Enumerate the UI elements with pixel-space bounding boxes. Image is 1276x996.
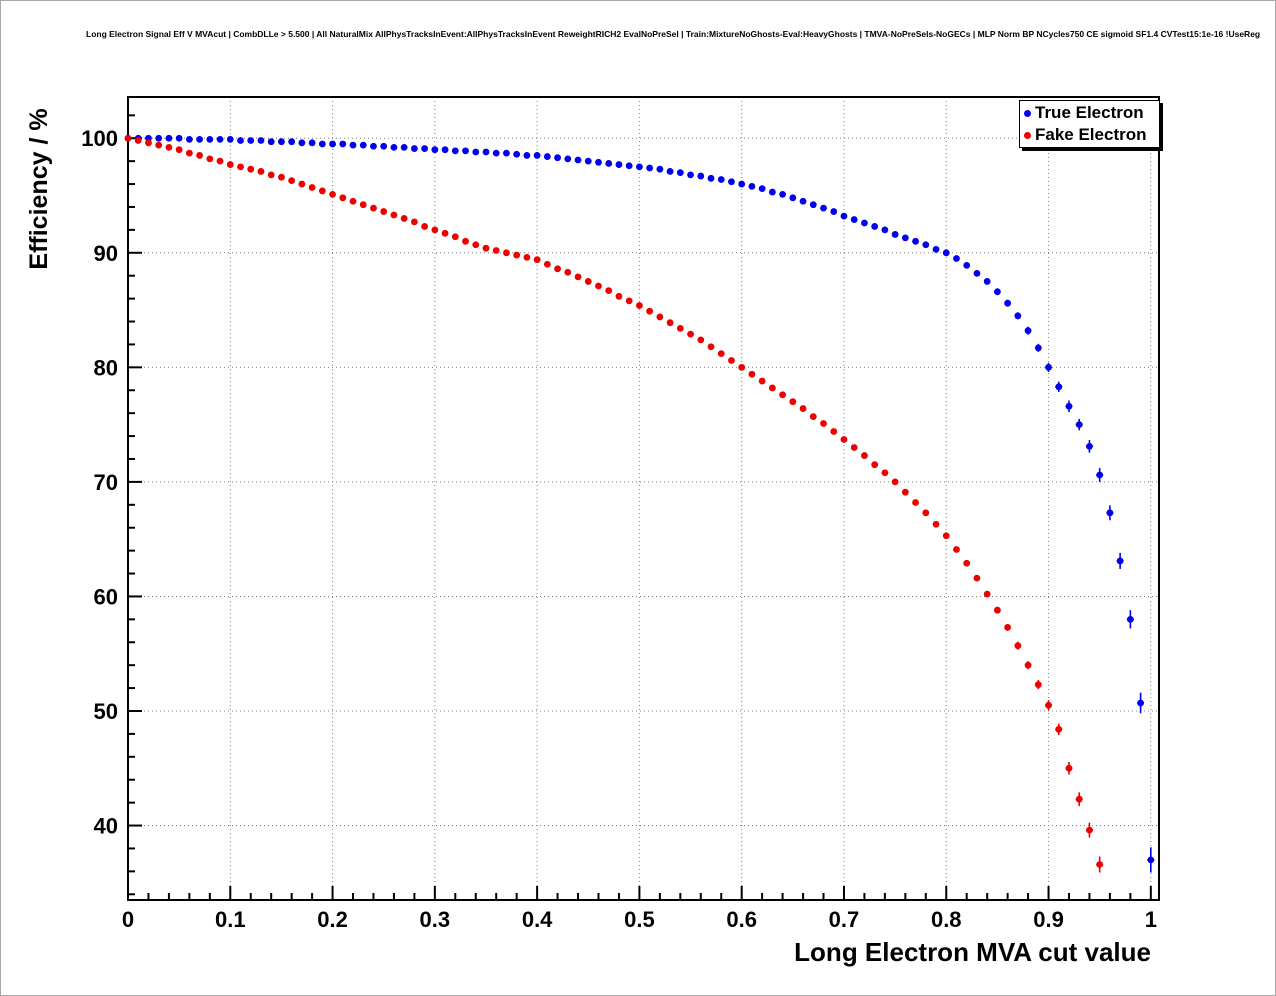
series-true-electron <box>124 134 1155 873</box>
x-tick-label: 0.5 <box>624 907 655 932</box>
x-tick-label: 0.1 <box>215 907 246 932</box>
x-tick-label: 0.3 <box>420 907 451 932</box>
x-tick-label: 0.4 <box>522 907 553 932</box>
y-tick-label: 70 <box>94 470 118 495</box>
x-tick-label: 1 <box>1145 907 1157 932</box>
x-axis-title: Long Electron MVA cut value <box>794 937 1151 967</box>
x-tick-label: 0.7 <box>829 907 860 932</box>
y-tick-label: 100 <box>81 126 118 151</box>
x-tick-label: 0.6 <box>726 907 757 932</box>
series-fake-electron <box>124 134 1104 873</box>
x-tick-label: 0.8 <box>931 907 962 932</box>
y-axis-title: Efficiency / % <box>25 108 53 270</box>
x-tick-label: 0.9 <box>1033 907 1064 932</box>
legend-item-true-electron: True Electron <box>1020 102 1159 124</box>
y-tick-label: 50 <box>94 699 118 724</box>
plot-header-title: Long Electron Signal Eff V MVAcut | Comb… <box>86 29 1261 39</box>
legend-item-fake-electron: Fake Electron <box>1020 124 1159 146</box>
plot-frame <box>127 96 1160 901</box>
x-tick-label: 0 <box>122 907 134 932</box>
fake-electron-marker-icon <box>1024 131 1031 139</box>
y-tick-label: 90 <box>94 241 118 266</box>
y-tick-label: 60 <box>94 584 118 609</box>
x-tick-label: 0.2 <box>317 907 348 932</box>
y-tick-label: 80 <box>94 355 118 380</box>
legend: True Electron Fake Electron <box>1019 100 1160 148</box>
y-tick-label: 40 <box>94 814 118 839</box>
legend-label-true-electron: True Electron <box>1035 103 1144 122</box>
legend-label-fake-electron: Fake Electron <box>1035 125 1147 144</box>
true-electron-marker-icon <box>1024 109 1031 117</box>
